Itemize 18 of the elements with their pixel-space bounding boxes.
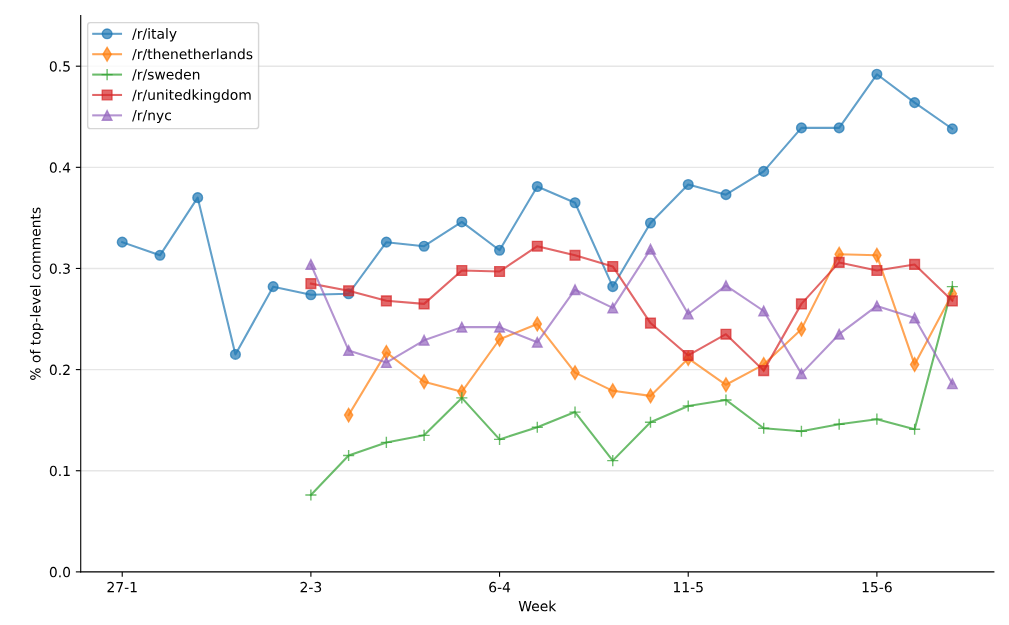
x-axis-title: Week	[518, 600, 557, 612]
x-tick-label: 2-3	[300, 581, 322, 593]
x-tick-label: 27-1	[107, 581, 137, 593]
y-axis-title: % of top-level comments	[29, 207, 44, 380]
x-tick-label: 15-6	[862, 581, 892, 593]
y-tick-label: 0.5	[49, 61, 70, 72]
y-tick-label: 0.3	[49, 263, 70, 274]
legend-label: /r/nyc	[132, 110, 171, 124]
y-tick-label: 0.0	[49, 566, 71, 578]
legend-label: /r/thenetherlands	[132, 48, 253, 61]
legend-label: /r/unitedkingdom	[132, 89, 251, 103]
y-tick-label: 0.2	[49, 364, 70, 376]
x-tick-label: 6-4	[489, 581, 511, 593]
y-tick-label: 0.1	[49, 465, 70, 477]
legend-label: /r/sweden	[132, 68, 200, 81]
x-tick-label: 11-5	[673, 582, 703, 593]
legend-label: /r/italy	[132, 28, 177, 42]
y-tick-label: 0.4	[49, 162, 71, 173]
